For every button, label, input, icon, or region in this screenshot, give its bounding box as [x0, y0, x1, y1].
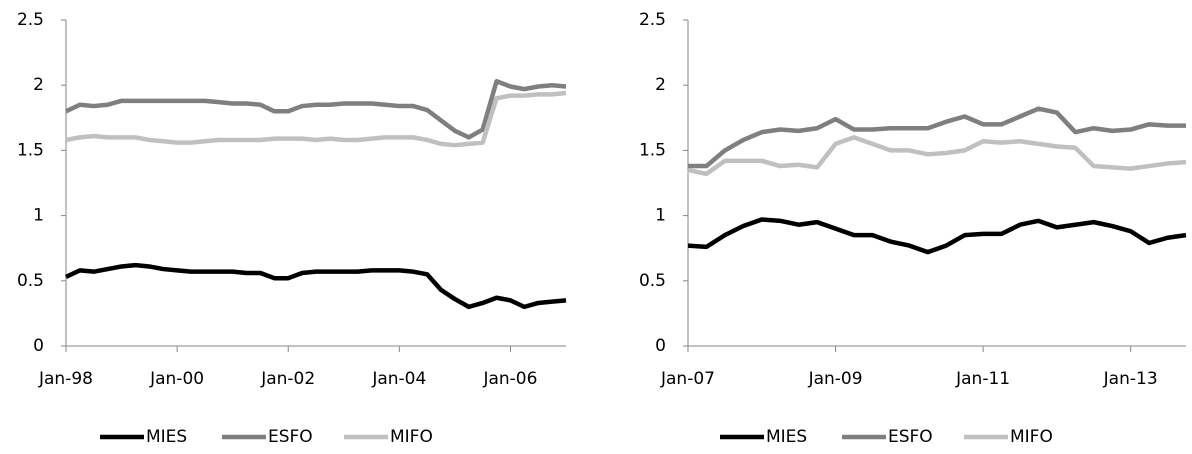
- legend-label: ESFO: [888, 427, 933, 447]
- series-line: [688, 106, 1186, 169]
- x-tick-label: Jan-09: [808, 369, 863, 389]
- y-tick-label: 0: [655, 336, 666, 356]
- x-tick-label: Jan-11: [955, 369, 1010, 389]
- legend-label: MIFO: [1010, 427, 1053, 447]
- y-tick-label: 2.5: [17, 10, 44, 30]
- y-tick-label: 1: [33, 206, 44, 226]
- legend-label: MIFO: [390, 427, 433, 447]
- y-tick-label: 1.5: [17, 140, 44, 160]
- y-tick-label: 2: [655, 75, 666, 95]
- x-tick-label: Jan-04: [371, 369, 426, 389]
- x-tick-label: Jan-98: [38, 369, 93, 389]
- x-tick-label: Jan-13: [1103, 369, 1158, 389]
- legend-label: ESFO: [268, 427, 313, 447]
- x-tick-label: Jan-06: [482, 369, 537, 389]
- y-tick-label: 0.5: [17, 271, 44, 291]
- y-tick-label: 0: [33, 336, 44, 356]
- legend-label: MIES: [146, 427, 187, 447]
- y-tick-label: 2.5: [639, 10, 666, 30]
- series-line: [687, 217, 1187, 255]
- legend-label: MIES: [766, 427, 807, 447]
- x-tick-label: Jan-00: [149, 369, 204, 389]
- x-tick-label: Jan-02: [260, 369, 315, 389]
- y-tick-label: 0.5: [639, 271, 666, 291]
- series-line: [65, 79, 567, 140]
- x-tick-label: Jan-07: [660, 369, 715, 389]
- series-line: [65, 262, 567, 310]
- y-tick-label: 2: [33, 75, 44, 95]
- y-tick-label: 1.5: [639, 140, 666, 160]
- series-line: [687, 135, 1187, 177]
- series-line: [65, 90, 567, 148]
- y-tick-label: 1: [655, 206, 666, 226]
